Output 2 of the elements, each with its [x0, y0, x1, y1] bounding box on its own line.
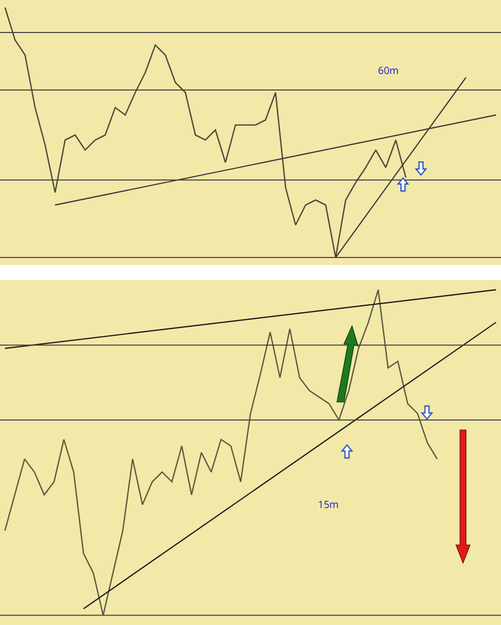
annotation: 15m — [318, 497, 339, 511]
annotation: 60m — [378, 63, 399, 77]
